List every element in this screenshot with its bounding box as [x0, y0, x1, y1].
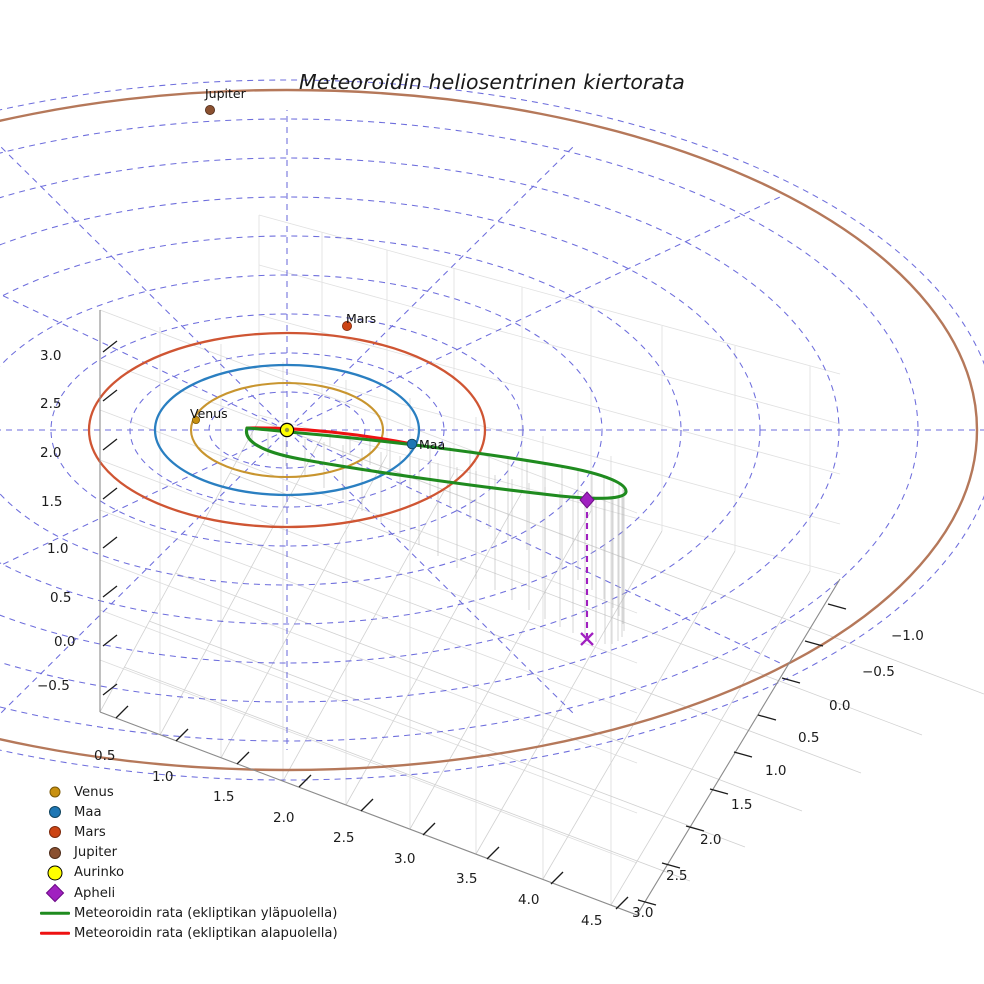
- axis-ticks: [102, 340, 847, 910]
- y-tick-label-7: 2.5: [666, 868, 688, 884]
- plot-title: Meteoroidin heliosentrinen kiertorata: [299, 70, 685, 94]
- x-tick-label-2: 1.5: [213, 789, 235, 805]
- legend-item-label: Jupiter: [74, 845, 117, 861]
- legend-line-swatch-icon: [38, 903, 72, 923]
- x-tick-label-4: 2.5: [333, 830, 355, 846]
- y-tick-label-6: 2.0: [700, 832, 722, 848]
- legend-item-venus[interactable]: Venus: [38, 782, 358, 802]
- jupiter-label: Jupiter: [205, 86, 246, 101]
- legend-dot-marker-icon: [38, 863, 72, 883]
- maa-marker: [406, 438, 418, 450]
- venus-label: Venus: [190, 406, 228, 421]
- legend-dot-marker-icon: [38, 782, 72, 802]
- body-markers: [191, 105, 418, 450]
- legend-item-mars[interactable]: Mars: [38, 822, 358, 842]
- y-tick-label-5: 1.5: [731, 797, 753, 813]
- y-tick-label-8: 3.0: [632, 905, 654, 921]
- maa-label: Maa: [419, 437, 446, 452]
- meteoroid-orbit-above-ecliptic: [244, 426, 628, 500]
- legend-dot-marker-icon: [38, 822, 72, 842]
- y-tick-label-0: −1.0: [891, 628, 924, 644]
- x-tick-label-8: 4.5: [581, 913, 603, 929]
- jupiter-marker: [204, 105, 215, 116]
- legend-dot-marker-icon: [38, 843, 72, 863]
- aphelion-ground-cross-icon: [580, 632, 594, 646]
- y-tick-label-2: 0.0: [829, 698, 851, 714]
- legend-item-maa[interactable]: Maa: [38, 802, 358, 822]
- aurinko-core-icon: [284, 427, 290, 433]
- x-tick-label-7: 4.0: [518, 892, 540, 908]
- jupiter-orbit: [0, 88, 978, 772]
- legend-item-label: Meteoroidin rata (ekliptikan alapuolella…: [74, 925, 338, 941]
- z-tick-label-3: 1.5: [41, 494, 63, 510]
- legend-dot-marker-icon: [38, 802, 72, 822]
- z-tick-label-4: 1.0: [47, 541, 69, 557]
- x-tick-label-1: 1.0: [152, 769, 174, 785]
- ecliptic-polar-grid: [0, 79, 984, 781]
- legend-item-meteoroidin[interactable]: Meteoroidin rata (ekliptikan alapuolella…: [38, 923, 358, 943]
- maa-orbit: [153, 363, 421, 497]
- planet-orbits: [87, 331, 487, 529]
- legend-item-apheli[interactable]: Apheli: [38, 883, 358, 903]
- legend-item-label: Venus: [74, 784, 114, 800]
- y-tick-label-1: −0.5: [862, 664, 895, 680]
- x-tick-label-5: 3.0: [394, 851, 416, 867]
- z-tick-label-6: 0.0: [54, 634, 76, 650]
- legend-diamond-marker-icon: [38, 883, 72, 903]
- x-tick-label-3: 2.0: [273, 810, 295, 826]
- legend-line-swatch-icon: [38, 923, 72, 943]
- y-tick-label-3: 0.5: [798, 730, 820, 746]
- legend: Venus Maa Mars Jupiter Aurinko Apheli Meteoroi…: [38, 782, 358, 944]
- z-tick-label-2: 2.0: [40, 445, 62, 461]
- venus-orbit: [189, 381, 385, 479]
- legend-item-label: Mars: [74, 824, 106, 840]
- z-tick-label-1: 2.5: [40, 396, 62, 412]
- axis-spines: [99, 310, 841, 916]
- legend-item-label: Aurinko: [74, 865, 125, 881]
- x-tick-label-0: 0.5: [94, 748, 116, 764]
- legend-item-label: Meteoroidin rata (ekliptikan yläpuolella…: [74, 905, 338, 921]
- legend-item-jupiter[interactable]: Jupiter: [38, 843, 358, 863]
- z-tick-label-0: 3.0: [40, 348, 62, 364]
- y-tick-label-4: 1.0: [765, 763, 787, 779]
- legend-item-aurinko[interactable]: Aurinko: [38, 863, 358, 883]
- x-tick-label-6: 3.5: [456, 871, 478, 887]
- orbit-droplines: [251, 431, 625, 644]
- legend-item-label: Maa: [74, 804, 102, 820]
- legend-item-meteoroidin[interactable]: Meteoroidin rata (ekliptikan yläpuolella…: [38, 903, 358, 923]
- venus-marker: [191, 415, 200, 424]
- mars-label: Mars: [346, 311, 377, 326]
- z-tick-label-7: −0.5: [37, 678, 70, 694]
- z-tick-label-5: 0.5: [50, 590, 72, 606]
- mars-marker: [341, 320, 352, 331]
- legend-item-label: Apheli: [74, 885, 116, 901]
- mars-orbit: [87, 331, 487, 529]
- meteoroid-orbit-below-ecliptic: [245, 426, 414, 446]
- aphelion-marker: [579, 491, 595, 509]
